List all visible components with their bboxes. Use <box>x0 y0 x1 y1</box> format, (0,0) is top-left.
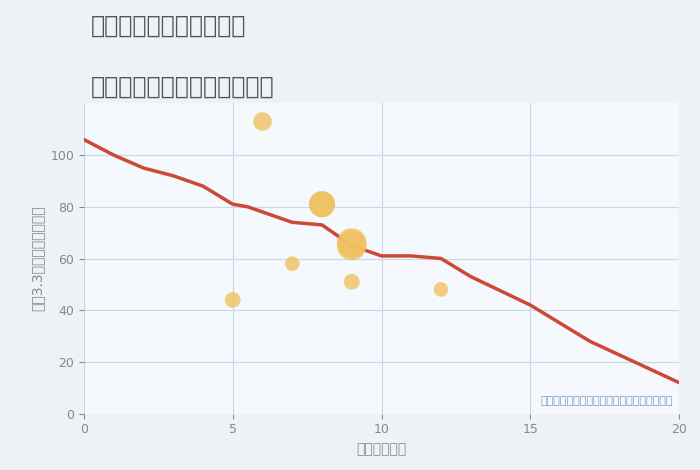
Point <box>346 242 357 249</box>
Point <box>346 239 357 247</box>
Text: 福岡県太宰府市長浦台の: 福岡県太宰府市長浦台の <box>91 14 246 38</box>
Text: 駅距離別中古マンション価格: 駅距離別中古マンション価格 <box>91 75 274 99</box>
Y-axis label: 坪（3.3㎡）単価（万円）: 坪（3.3㎡）単価（万円） <box>31 206 45 311</box>
Text: 円の大きさは、取引のあった物件面積を示す: 円の大きさは、取引のあった物件面積を示す <box>540 396 673 406</box>
Point <box>435 286 447 293</box>
Point <box>257 118 268 125</box>
Point <box>316 200 328 208</box>
Point <box>227 296 238 304</box>
Point <box>346 278 357 285</box>
Point <box>287 260 298 267</box>
X-axis label: 駅距離（分）: 駅距離（分） <box>356 442 407 456</box>
Point <box>316 200 328 208</box>
